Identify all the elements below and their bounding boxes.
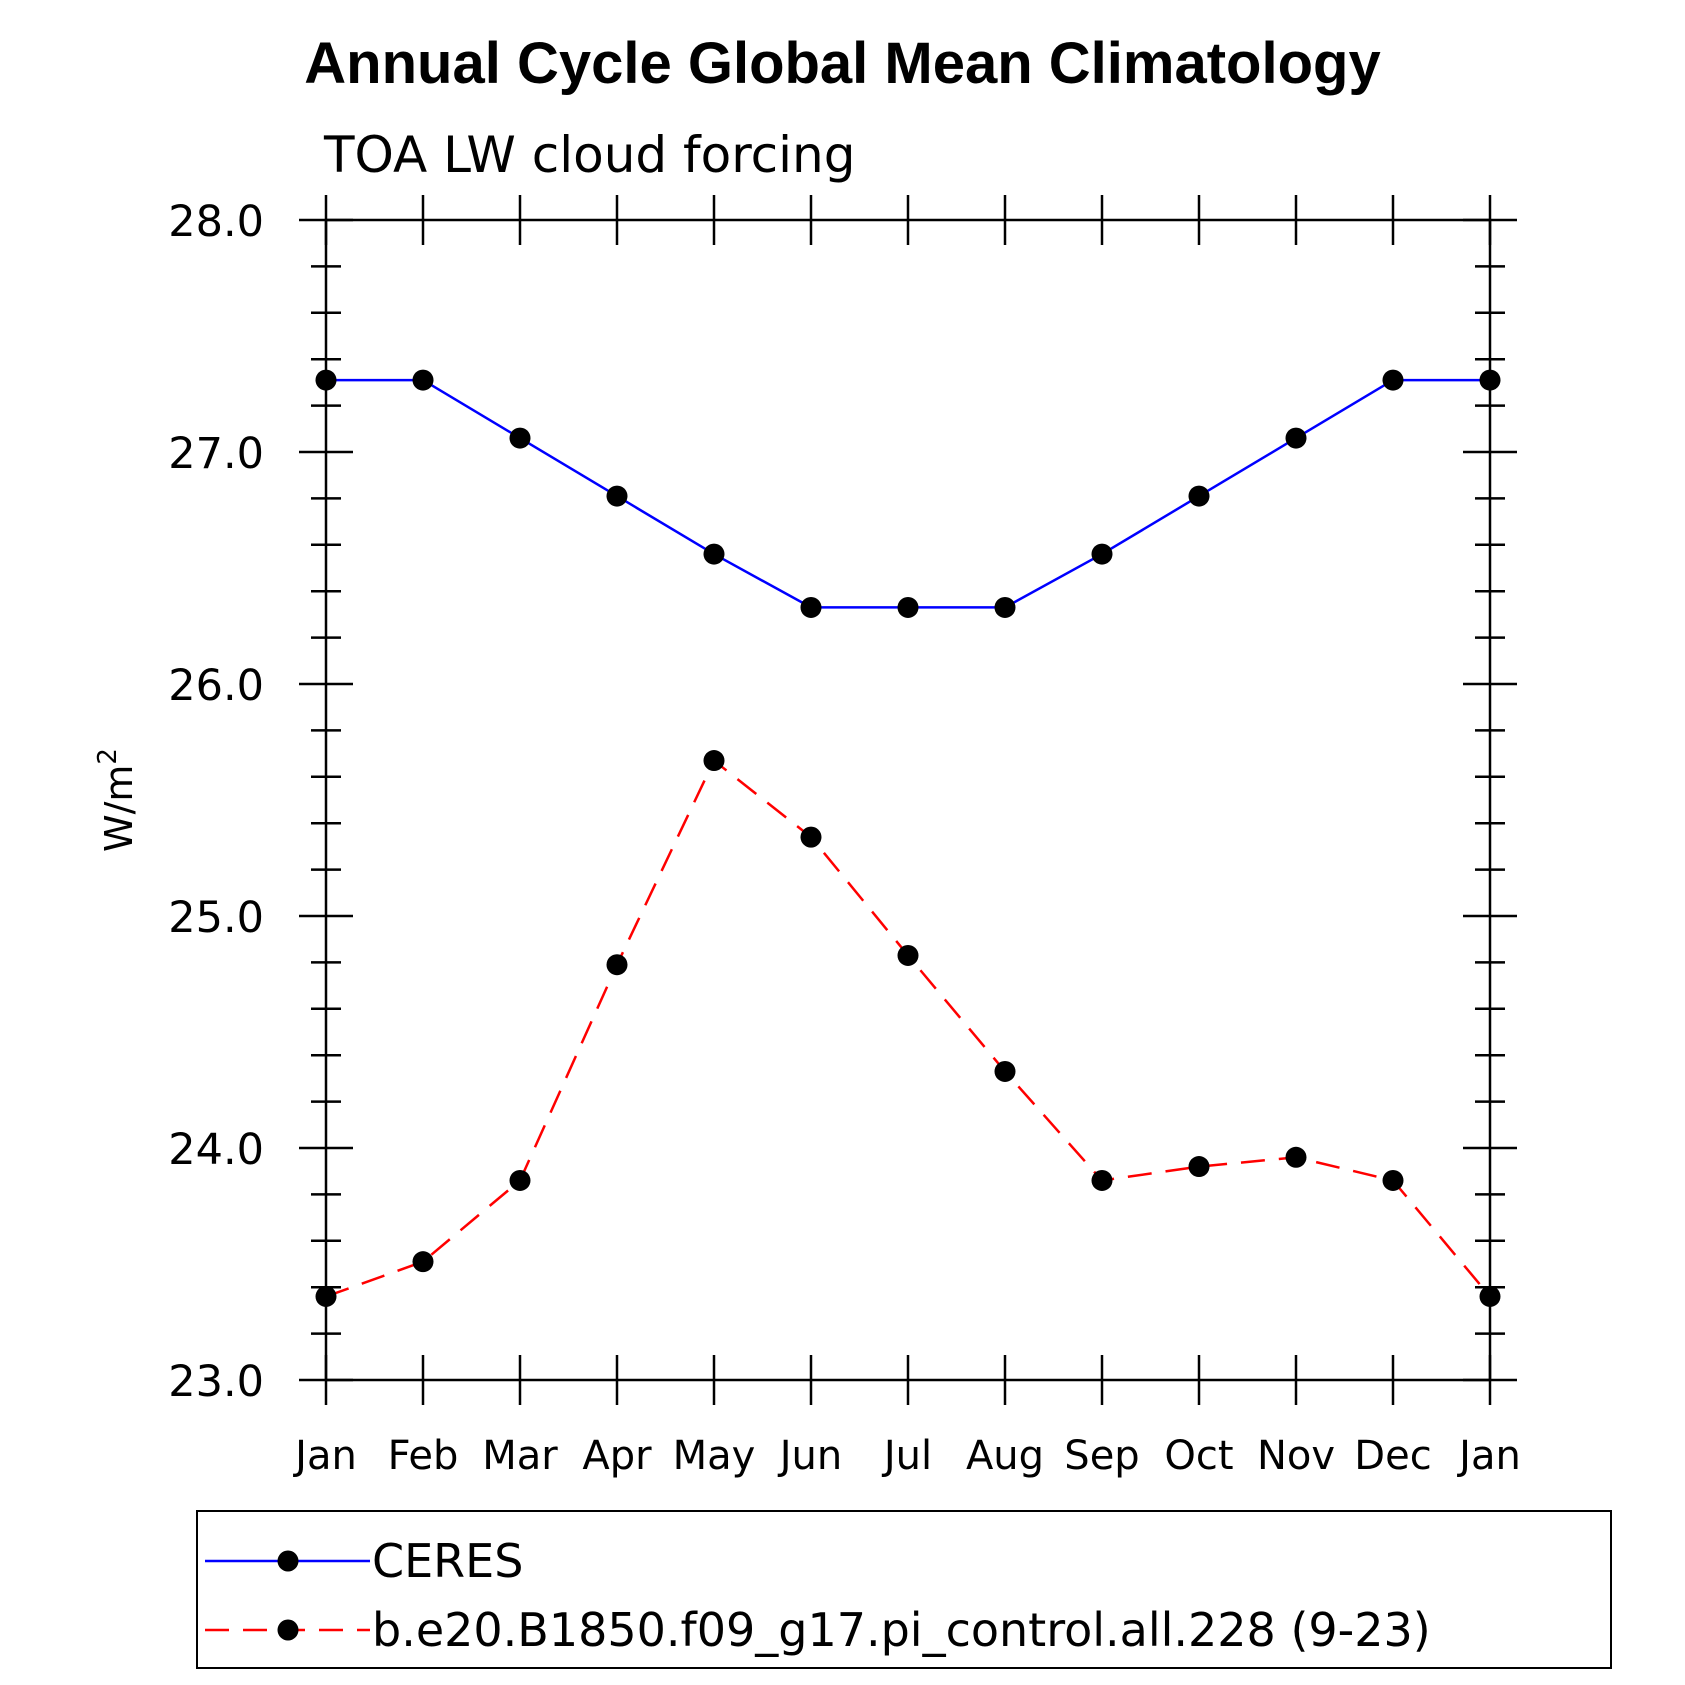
data-point-series-0: [703, 543, 725, 565]
y-tick-label: 28.0: [168, 197, 264, 247]
x-tick-label: May: [673, 1433, 756, 1479]
chart-title: Annual Cycle Global Mean Climatology: [304, 31, 1381, 96]
x-tick-label: Jun: [777, 1433, 843, 1479]
chart-subtitle: TOA LW cloud forcing: [323, 126, 855, 184]
x-tick-label: Feb: [388, 1433, 459, 1479]
data-point-series-0: [1285, 427, 1307, 449]
x-tick-label: Oct: [1164, 1433, 1233, 1479]
legend-marker-1: [277, 1619, 299, 1641]
data-point-series-0: [897, 596, 919, 618]
data-point-series-0: [1091, 543, 1113, 565]
y-axis-label-base: W/m: [97, 765, 141, 852]
data-point-series-1: [315, 1285, 337, 1307]
data-point-series-1: [1382, 1169, 1404, 1191]
data-point-series-1: [800, 826, 822, 848]
data-point-series-1: [606, 954, 628, 976]
data-point-series-0: [1188, 485, 1210, 507]
data-point-series-0: [1479, 369, 1501, 391]
plot-axes: Jan Feb Mar Apr May Jun Jul Aug Sep Oct Nov Dec Jan 2…: [168, 195, 1521, 1479]
x-tick-label: Nov: [1257, 1433, 1335, 1479]
svg-text:W/m2: W/m2: [93, 748, 141, 852]
data-point-series-0: [606, 485, 628, 507]
x-tick-label: Apr: [582, 1433, 652, 1479]
legend-label: b.e20.B1850.f09_g17.pi_control.all.228 (…: [372, 1603, 1431, 1657]
series-line-1: [325, 758, 1491, 1298]
data-point-series-1: [703, 750, 725, 772]
series-points: [315, 369, 1501, 1307]
y-tick-label: 27.0: [168, 429, 264, 479]
data-point-series-1: [412, 1251, 434, 1273]
x-tick-label: Aug: [966, 1433, 1044, 1479]
x-tick-label: Jan: [292, 1433, 357, 1479]
y-axis-label-superscript: 2: [93, 748, 123, 765]
y-tick-label: 25.0: [168, 893, 264, 943]
data-point-series-0: [994, 596, 1016, 618]
legend-box: [196, 1510, 1612, 1669]
data-point-series-0: [800, 596, 822, 618]
data-point-series-0: [315, 369, 337, 391]
data-point-series-1: [1188, 1156, 1210, 1178]
data-point-series-0: [412, 369, 434, 391]
plot-frame: [324, 218, 1492, 1382]
y-tick-label: 26.0: [168, 661, 264, 711]
data-point-series-1: [1285, 1146, 1307, 1168]
x-tick-label: Jan: [1456, 1433, 1521, 1479]
x-tick-label: Dec: [1354, 1433, 1431, 1479]
y-axis-label: W/m2: [93, 748, 141, 852]
legend-marker-0: [277, 1550, 299, 1572]
data-point-series-0: [509, 427, 531, 449]
data-point-series-1: [509, 1169, 531, 1191]
data-point-series-1: [1091, 1169, 1113, 1191]
series-lines: [325, 378, 1491, 1298]
x-tick-label: Sep: [1064, 1433, 1139, 1479]
y-tick-label: 23.0: [168, 1357, 264, 1407]
data-point-series-1: [897, 944, 919, 966]
data-point-series-1: [1479, 1285, 1501, 1307]
x-tick-label: Mar: [482, 1433, 558, 1479]
data-point-series-1: [994, 1060, 1016, 1082]
y-tick-label: 24.0: [168, 1125, 264, 1175]
data-point-series-0: [1382, 369, 1404, 391]
x-tick-label: Jul: [881, 1433, 932, 1479]
legend: CERES b.e20.B1850.f09_g17.pi_control.all.…: [196, 1510, 1612, 1669]
legend-label: CERES: [372, 1534, 523, 1588]
series-line-0: [326, 378, 1490, 609]
